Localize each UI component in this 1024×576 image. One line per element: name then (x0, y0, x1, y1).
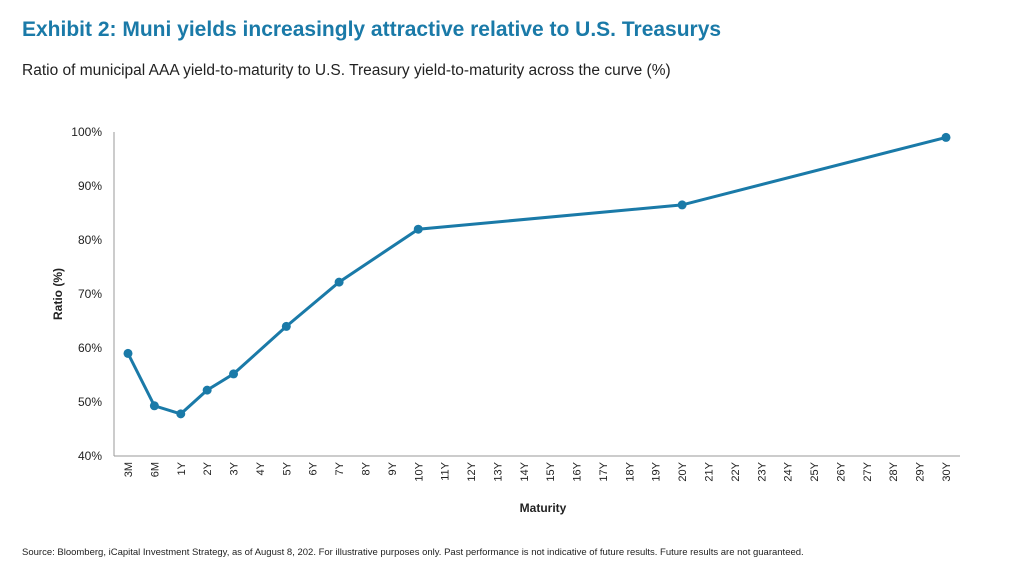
y-tick-label: 100% (71, 125, 102, 139)
x-tick-label: 1Y (176, 461, 188, 475)
y-tick-label: 90% (78, 179, 102, 193)
chart-title: Exhibit 2: Muni yields increasingly attr… (22, 18, 722, 41)
y-tick-label: 50% (78, 395, 102, 409)
x-tick-label: 12Y (466, 461, 478, 481)
data-point (281, 321, 291, 331)
x-tick-label: 26Y (835, 461, 847, 481)
x-tick-label: 25Y (809, 461, 821, 481)
x-tick-label: 29Y (915, 461, 927, 481)
x-tick-label: 7Y (334, 461, 346, 475)
x-tick-label: 27Y (862, 461, 874, 481)
x-tick-label: 18Y (624, 461, 636, 481)
y-tick-label: 40% (78, 449, 102, 463)
chart-subtitle: Ratio of municipal AAA yield-to-maturity… (22, 62, 671, 79)
x-tick-label: 4Y (255, 461, 267, 475)
data-point (149, 401, 159, 411)
x-tick-label: 16Y (572, 461, 584, 481)
x-axis-label: Maturity (520, 501, 567, 515)
y-tick-label: 70% (78, 287, 102, 301)
data-point (334, 277, 344, 287)
y-tick-label: 80% (78, 233, 102, 247)
x-tick-label: 11Y (440, 461, 452, 480)
y-axis-label: Ratio (%) (51, 268, 65, 320)
x-tick-label: 9Y (387, 461, 399, 475)
x-tick-label: 14Y (519, 461, 531, 481)
x-tick-label: 17Y (598, 461, 610, 481)
series-line (126, 135, 947, 416)
data-point (123, 348, 133, 358)
data-point (229, 369, 239, 379)
x-tick-label: 13Y (492, 461, 504, 481)
x-tick-label: 20Y (677, 461, 689, 481)
x-tick-label: 24Y (783, 461, 795, 481)
x-tick-label: 3Y (229, 461, 241, 475)
y-tick-label: 60% (78, 341, 102, 355)
x-tick-label: 28Y (888, 461, 900, 481)
x-tick-label: 30Y (941, 461, 953, 481)
x-tick-label: 22Y (730, 461, 742, 481)
x-tick-label: 8Y (360, 461, 372, 475)
data-point (202, 385, 212, 395)
x-tick-label: 6Y (308, 461, 320, 475)
x-tick-label: 3M (123, 462, 135, 477)
x-tick-label: 19Y (651, 461, 663, 481)
x-tick-label: 10Y (413, 461, 425, 481)
x-tick-label: 23Y (756, 461, 768, 481)
data-point (413, 224, 423, 234)
x-tick-label: 15Y (545, 461, 557, 481)
data-point (941, 132, 951, 142)
x-tick-label: 5Y (281, 461, 293, 475)
x-tick-label: 21Y (704, 461, 716, 481)
x-tick-label: 6M (149, 462, 161, 477)
data-point (677, 200, 687, 210)
source-note: Source: Bloomberg, iCapital Investment S… (22, 547, 804, 558)
x-tick-label: 2Y (202, 461, 214, 475)
data-point (176, 409, 186, 419)
